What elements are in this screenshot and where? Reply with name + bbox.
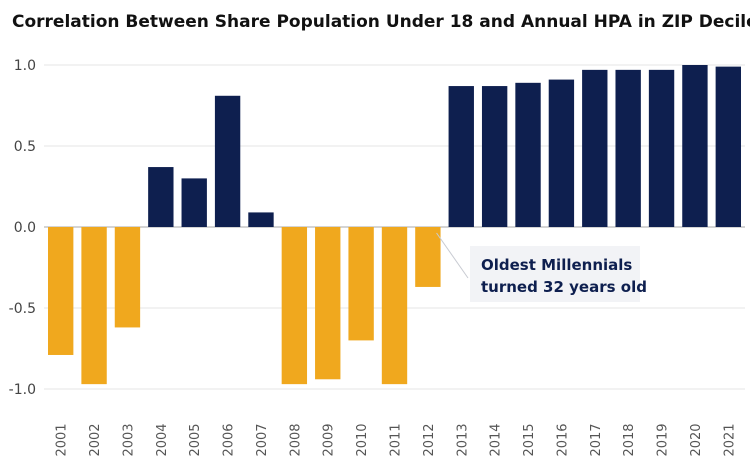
- bar-2018: [615, 69, 641, 227]
- x-tick-label: 2003: [121, 423, 136, 456]
- x-tick-label: 2019: [656, 423, 671, 456]
- bar-2009: [315, 227, 341, 380]
- x-tick-label: 2014: [489, 423, 504, 456]
- annotation-text-line-1: Oldest Millennials: [481, 256, 632, 274]
- x-tick-label: 2009: [322, 423, 337, 456]
- x-tick-label: 2021: [722, 423, 737, 456]
- x-tick-label: 2012: [422, 423, 437, 456]
- chart-title: Correlation Between Share Population Und…: [12, 12, 750, 32]
- bar-2004: [148, 167, 174, 227]
- bar-2012: [415, 227, 441, 287]
- bar-2019: [648, 69, 675, 227]
- bar-2011: [381, 227, 408, 385]
- annotation-leader-line: [436, 232, 469, 279]
- bars: [48, 65, 741, 385]
- y-tick-label: 1.0: [14, 58, 36, 74]
- bar-2005: [181, 178, 207, 227]
- x-tick-label: 2013: [455, 423, 470, 456]
- y-tick-label: 0.5: [14, 139, 36, 155]
- bar-2006: [214, 95, 241, 227]
- x-tick-label: 2011: [389, 423, 404, 456]
- bar-2013: [448, 86, 474, 227]
- annotation: Oldest Millennials turned 32 years old: [436, 232, 647, 302]
- x-tick-label: 2002: [88, 423, 103, 456]
- x-tick-label: 2008: [288, 423, 303, 456]
- bar-2015: [515, 82, 541, 227]
- x-tick-label: 2001: [55, 423, 70, 456]
- x-tick-label: 2007: [255, 423, 270, 456]
- bar-2017: [582, 69, 608, 227]
- x-tick-label: 2016: [555, 423, 570, 456]
- x-tick-label: 2010: [355, 423, 370, 456]
- y-tick-label: -1.0: [9, 382, 36, 398]
- x-tick-label: 2018: [622, 423, 637, 456]
- axes: 1.0 0.5 0.0 -0.5 -1.0 2001 2002 2003 2004 2005 200…: [9, 58, 738, 457]
- y-tick-label: 0.0: [14, 220, 36, 236]
- bar-2021: [715, 66, 741, 228]
- x-tick-label: 2005: [188, 423, 203, 456]
- bar-2007: [248, 212, 274, 227]
- y-tick-label: -0.5: [9, 301, 36, 317]
- x-tick-label: 2020: [689, 423, 704, 456]
- bar-2016: [548, 79, 575, 227]
- x-tick-label: 2004: [155, 423, 170, 456]
- bar-2010: [348, 227, 374, 341]
- x-tick-label: 2006: [222, 423, 237, 456]
- annotation-box: [470, 246, 640, 302]
- bar-2008: [281, 227, 308, 385]
- bar-2003: [114, 227, 141, 328]
- x-tick-label: 2015: [522, 423, 537, 456]
- bar-2002: [81, 227, 107, 385]
- bar-2014: [481, 86, 508, 227]
- x-tick-label: 2017: [589, 423, 604, 456]
- bar-2020: [682, 65, 708, 227]
- annotation-text-line-2: turned 32 years old: [481, 278, 647, 296]
- bar-2001: [48, 227, 74, 355]
